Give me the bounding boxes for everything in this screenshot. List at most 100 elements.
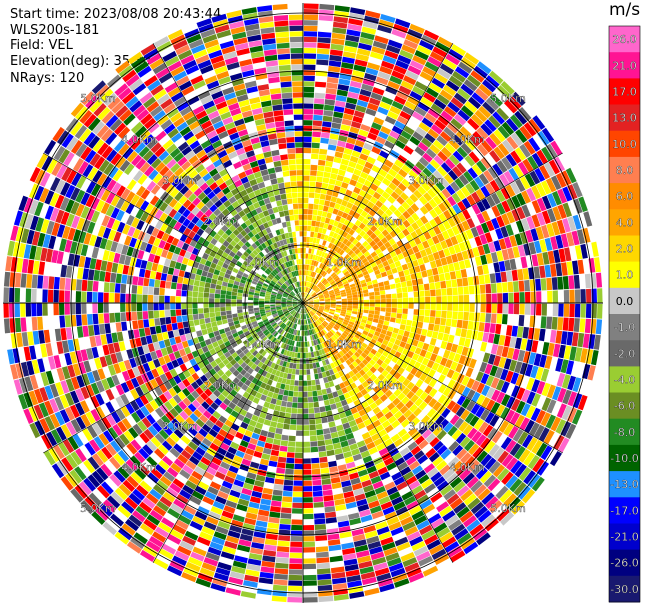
gate-cell	[3, 318, 11, 334]
gate-cell	[237, 426, 247, 435]
gate-cell	[404, 242, 412, 250]
gate-cell	[374, 486, 386, 495]
gate-cell	[303, 47, 317, 54]
gate-cell	[429, 174, 439, 184]
gate-cell	[275, 229, 281, 236]
gate-cell	[350, 407, 358, 415]
gate-cell	[231, 257, 238, 264]
gate-cell	[114, 312, 121, 323]
gate-cell	[317, 293, 323, 297]
gate-cell	[308, 300, 314, 302]
gate-cell	[317, 573, 332, 580]
gate-cell	[239, 282, 245, 287]
gate-cell	[132, 488, 146, 501]
gate-cell	[269, 355, 276, 362]
gate-cell	[369, 240, 377, 248]
gate-cell	[350, 252, 357, 259]
gate-cell	[281, 298, 287, 301]
gate-cell	[262, 264, 268, 270]
gate-cell	[299, 375, 303, 381]
gate-cell	[296, 425, 303, 431]
gate-cell	[292, 396, 298, 403]
gate-cell	[167, 422, 177, 432]
gate-cell	[546, 277, 553, 291]
gate-cell	[32, 330, 40, 345]
gate-cell	[160, 222, 169, 232]
gate-cell	[136, 109, 150, 121]
gate-cell	[303, 247, 306, 254]
gate-cell	[75, 189, 86, 203]
gate-cell	[295, 312, 299, 318]
gate-cell	[227, 530, 241, 539]
gate-cell	[454, 177, 465, 189]
gate-cell	[308, 318, 311, 324]
gate-cell	[411, 212, 420, 222]
gate-cell	[126, 275, 133, 285]
gate-cell	[385, 173, 395, 182]
gate-cell	[183, 131, 195, 141]
gate-cell	[190, 551, 205, 562]
gate-cell	[419, 205, 429, 215]
gate-cell	[238, 539, 252, 547]
gate-cell	[39, 203, 49, 219]
gate-cell	[320, 467, 330, 474]
gate-cell	[140, 336, 148, 346]
gate-cell	[313, 114, 323, 121]
gate-cell	[203, 186, 213, 196]
gate-cell	[517, 161, 529, 176]
gate-cell	[96, 419, 107, 433]
gate-cell	[101, 416, 112, 430]
gate-cell	[342, 113, 354, 121]
gate-cell	[204, 312, 210, 319]
gate-cell	[323, 258, 328, 265]
gate-cell	[451, 253, 459, 263]
gate-cell	[181, 85, 195, 96]
gate-cell	[401, 164, 412, 174]
gate-cell	[224, 419, 234, 428]
gate-cell	[333, 414, 341, 421]
gate-cell	[303, 175, 310, 181]
gate-cell	[248, 294, 254, 298]
gate-cell	[16, 332, 23, 348]
gate-cell	[53, 303, 59, 316]
gate-cell	[211, 321, 218, 327]
gate-cell	[333, 594, 349, 601]
gate-cell	[248, 419, 257, 427]
gate-cell	[460, 186, 471, 198]
gate-cell	[348, 389, 356, 397]
gate-cell	[303, 114, 313, 120]
gate-cell	[304, 292, 306, 298]
gate-cell	[175, 303, 181, 310]
gate-cell	[367, 268, 374, 274]
gate-cell	[307, 397, 314, 403]
gate-cell	[252, 323, 259, 328]
gate-cell	[282, 294, 288, 297]
gate-cell	[367, 102, 379, 112]
gate-cell	[44, 174, 56, 190]
gate-cell	[218, 328, 226, 335]
gate-cell	[155, 130, 167, 142]
gate-cell	[191, 350, 199, 358]
gate-cell	[179, 410, 189, 421]
gate-cell	[577, 259, 585, 274]
gate-cell	[279, 445, 288, 452]
gate-cell	[106, 517, 121, 531]
gate-cell	[253, 427, 262, 435]
gate-cell	[169, 407, 179, 418]
gate-cell	[359, 171, 369, 180]
gate-cell	[513, 292, 520, 303]
gate-cell	[114, 531, 130, 545]
gate-cell	[315, 379, 320, 385]
gate-cell	[488, 115, 501, 129]
gate-cell	[357, 273, 364, 279]
gate-cell	[309, 283, 313, 289]
gate-cell	[341, 294, 347, 297]
gate-cell	[303, 558, 316, 564]
gate-cell	[331, 282, 337, 287]
gate-cell	[381, 191, 391, 200]
gate-cell	[324, 99, 336, 106]
gate-cell	[118, 65, 134, 78]
gate-cell	[297, 408, 303, 414]
gate-cell	[263, 401, 271, 409]
gate-cell	[383, 457, 394, 466]
